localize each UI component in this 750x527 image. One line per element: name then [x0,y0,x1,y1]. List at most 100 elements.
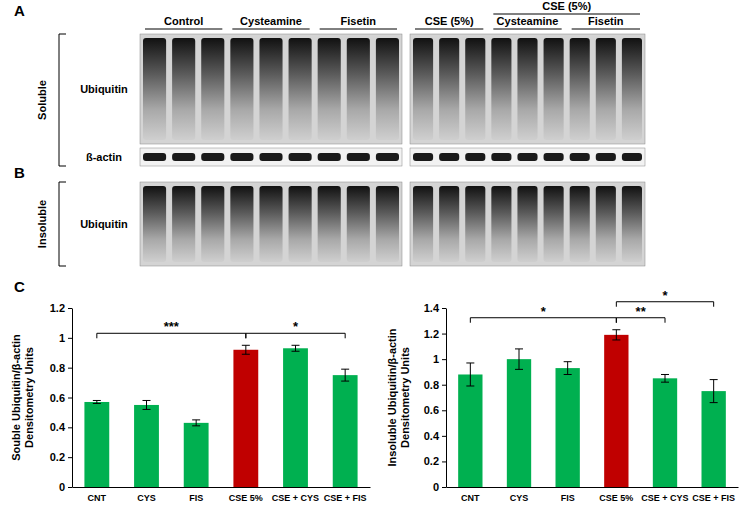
x-tick-label: CSE + FIS [692,493,735,503]
protein-label: Ubiquitin [80,83,128,95]
group-underline [415,29,483,30]
y-tick-label: 0.8 [424,379,439,391]
y-tick-mark [68,338,72,339]
ubiquitin-lane [622,38,642,140]
y-tick: 1 [59,332,72,344]
y-axis: 00.20.40.60.811.21.4 [424,302,447,493]
bar [184,423,209,487]
y-tick-mark [442,461,446,462]
x-tick: CSE 5% [229,487,263,503]
blot-background [410,148,645,166]
y-tick-mark [442,308,446,309]
error-bar [466,363,474,386]
x-tick: CNT [88,487,107,503]
error-bar [242,345,250,354]
y-tick: 0.8 [424,379,446,391]
group-label: Cysteamine [240,15,302,27]
y-tick-mark [68,308,72,309]
y-tick: 1.2 [424,328,446,340]
blots: Control Cysteamine Fisetin CSE (5%) Cysteami… [36,0,645,266]
actin-band [570,153,590,161]
ubiquitin-lane [439,38,459,140]
y-tick-label: 1.4 [424,302,440,314]
ubiquitin-lane [413,186,433,262]
y-tick: 0 [59,481,72,493]
bar [507,359,531,487]
panel-label: A [14,2,25,19]
actin-band [544,153,564,161]
ubiquitin-lane [491,186,511,262]
soluble-blot-right [410,34,645,144]
error-bar [192,420,200,426]
ubiquitin-lane [376,38,399,140]
x-tick: FIS [189,487,203,503]
bar [283,348,308,487]
y-tick-mark [442,487,446,488]
y-tick-mark [68,368,72,369]
y-tick-label: 0.6 [50,392,65,404]
figure: ABCControlCysteamineFisetinCSE (5%)Cyste… [0,0,750,527]
actin-band [413,153,433,161]
group-label: CSE (5%) [425,15,474,27]
ubiquitin-lane [143,38,166,140]
significance-label: * [541,304,547,319]
y-tick-label: 1 [59,332,65,344]
y-axis-title: Souble Ubiquitin/β-actinDensitometry Uni… [10,334,35,461]
bar [604,335,628,487]
blot-background [140,148,402,166]
y-axis: 00.20.40.60.811.2 [50,302,73,493]
ubiquitin-lane [289,38,312,140]
actin-band [230,153,253,161]
actin-blot-left [140,148,402,166]
error-bar [292,345,300,351]
y-tick-mark [68,398,72,399]
treatment-header: CSE (5%) [542,0,591,12]
ubiquitin-lane [465,38,485,140]
x-tick: CNT [461,487,480,503]
bar-chart: 00.20.40.60.811.21.4CNTCYSFISCSE 5%CSE +… [386,288,739,504]
ubiquitin-lane [230,186,253,262]
x-axis-line [73,487,371,488]
ubiquitin-lane [439,186,459,262]
actin-blot-right [410,148,645,166]
ubiquitin-lane [622,186,642,262]
significance-label: * [662,288,668,303]
ubiquitin-lane [491,38,511,140]
ubiquitin-lane [413,38,433,140]
x-tick-label: CYS [510,493,529,503]
y-axis-title-line: Densitometry Units [23,347,35,448]
group-label: Cysteamine [497,15,559,27]
actin-band [143,153,166,161]
error-bar [93,400,101,403]
group-label: Control [164,15,203,27]
blot-background [140,182,402,266]
error-bar [341,369,349,381]
y-tick: 1.4 [424,302,446,314]
x-axis: CNTCYSFISCSE 5%CSE + CYSCSE + FIS [73,487,371,503]
group-underline [320,29,397,30]
x-tick-label: CNT [88,493,107,503]
significance-label: ** [636,304,647,319]
ubiquitin-lane [544,38,564,140]
bar [84,402,109,487]
soluble-blot-left [140,34,402,144]
error-bar [661,374,669,382]
ubiquitin-lane [201,186,224,262]
x-tick-label: CYS [137,493,156,503]
y-axis-title-line: Insoluble Ubiquitin/β-actin [386,328,398,466]
group-label: Fisetin [588,15,624,27]
y-tick-label: 1 [433,353,439,365]
y-tick-label: 0.2 [424,455,439,467]
fraction-bracket [59,182,66,266]
x-tick-label: CNT [461,493,480,503]
ubiquitin-lane [347,38,370,140]
ubiquitin-lane [570,186,590,262]
protein-label: Ubiquitin [80,218,128,230]
fraction-label: Insoluble [36,200,48,248]
actin-band [622,153,642,161]
x-tick: CSE 5% [599,487,633,503]
x-axis: CNTCYSFISCSE 5%CSE + CYSCSE + FIS [447,487,739,503]
significance-label: *** [164,319,180,334]
y-tick-label: 1.2 [50,302,65,314]
actin-band [439,153,459,161]
